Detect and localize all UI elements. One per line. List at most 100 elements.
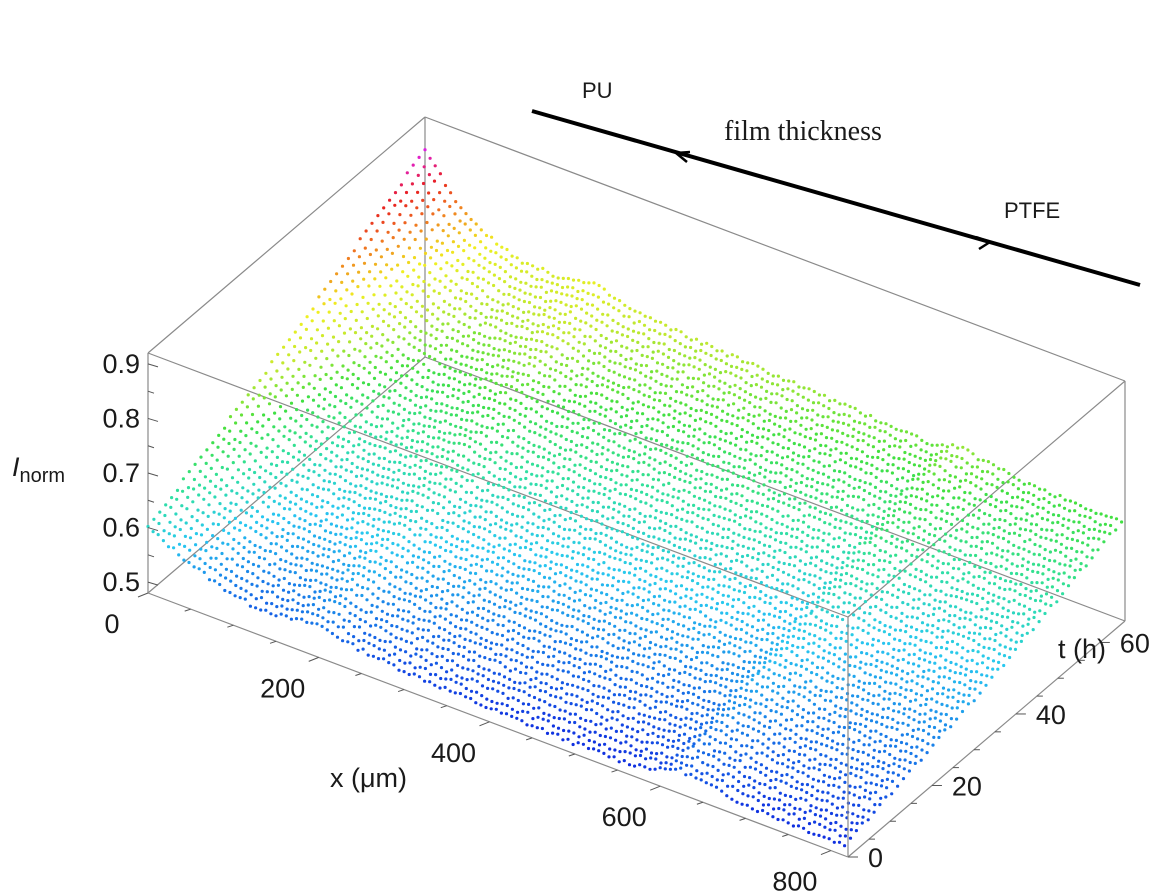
profile-point [350, 383, 355, 387]
profile-point [369, 237, 373, 242]
profile-point [286, 367, 290, 371]
profile-point [304, 431, 308, 435]
profile-point [814, 615, 818, 619]
profile-point [715, 475, 719, 479]
profile-point [727, 585, 731, 589]
profile-point [607, 293, 612, 297]
profile-point [684, 594, 688, 598]
profile-point [588, 536, 592, 541]
profile-point [571, 489, 575, 493]
profile-point [520, 525, 524, 529]
profile-point [479, 578, 483, 582]
profile-point [728, 452, 732, 456]
profile-point [822, 586, 827, 590]
profile-point [830, 614, 835, 618]
profile-point [437, 291, 441, 295]
profile-point [929, 453, 933, 457]
profile-point [516, 371, 520, 375]
profile-point [563, 518, 567, 522]
profile-point [1039, 535, 1043, 539]
profile-point [745, 623, 749, 627]
profile-point [843, 715, 847, 719]
profile-point [893, 691, 897, 695]
profile-point [929, 584, 933, 588]
profile-point [845, 512, 849, 517]
profile-point [399, 183, 403, 187]
profile-point [429, 245, 433, 249]
profile-point [722, 650, 726, 654]
profile-point [462, 442, 466, 447]
profile-point [573, 393, 577, 397]
profile-point [416, 370, 420, 374]
profile-point [435, 401, 439, 406]
profile-point [448, 562, 452, 566]
profile-point [558, 452, 562, 456]
profile-point [480, 424, 484, 428]
profile-point [611, 584, 615, 588]
profile-point [624, 483, 628, 487]
profile-point [349, 405, 353, 409]
profile-point [571, 614, 575, 619]
profile-point [294, 502, 298, 506]
profile-series [293, 330, 994, 679]
profile-point [530, 472, 534, 476]
profile-point [275, 463, 279, 468]
profile-point [334, 289, 338, 293]
profile-point [526, 449, 530, 453]
profile-point [705, 661, 709, 665]
profile-point [943, 723, 948, 727]
profile-point [935, 700, 939, 704]
profile-point [619, 483, 623, 487]
profile-point [612, 296, 617, 300]
profile-point [1068, 509, 1072, 513]
profile-point [1028, 538, 1032, 542]
profile-point [417, 348, 421, 353]
profile-point [707, 569, 712, 573]
profile-point [309, 512, 313, 516]
profile-point [451, 250, 455, 254]
profile-point [787, 562, 792, 567]
profile-point [698, 417, 703, 421]
profile-point [678, 477, 682, 481]
profile-point [513, 485, 517, 489]
profile-point [404, 204, 408, 208]
profile-point [598, 351, 602, 355]
profile-point [559, 571, 563, 575]
profile-point [543, 564, 547, 568]
profile-point [876, 650, 880, 654]
profile-point [374, 491, 378, 495]
profile-point [245, 405, 249, 409]
profile-point [426, 442, 430, 446]
profile-point [1104, 514, 1108, 518]
profile-point [745, 430, 750, 434]
profile-point [1009, 571, 1014, 576]
profile-point [448, 431, 452, 435]
profile-point [918, 589, 922, 593]
profile-point [628, 507, 632, 512]
profile-point [491, 365, 495, 369]
profile-point [285, 381, 289, 385]
profile-point [398, 460, 402, 465]
profile-point [573, 463, 577, 467]
profile-point [443, 183, 448, 188]
profile-point [1066, 526, 1070, 530]
profile-point [923, 467, 927, 471]
profile-point [733, 383, 737, 387]
profile-point [376, 327, 380, 331]
profile-point [893, 437, 898, 441]
profile-point [849, 582, 853, 586]
profile-point [362, 277, 366, 281]
profile-point [919, 448, 923, 452]
profile-point [885, 662, 889, 666]
profile-point [906, 661, 911, 665]
profile-point [535, 400, 539, 404]
profile-point [837, 725, 841, 729]
profile-point [737, 654, 741, 658]
profile-point [964, 472, 969, 476]
profile-point [864, 589, 868, 593]
profile-point [602, 364, 606, 369]
profile-point [581, 427, 585, 431]
profile-point [983, 637, 987, 641]
profile-point [755, 636, 759, 640]
profile-point [910, 553, 914, 558]
